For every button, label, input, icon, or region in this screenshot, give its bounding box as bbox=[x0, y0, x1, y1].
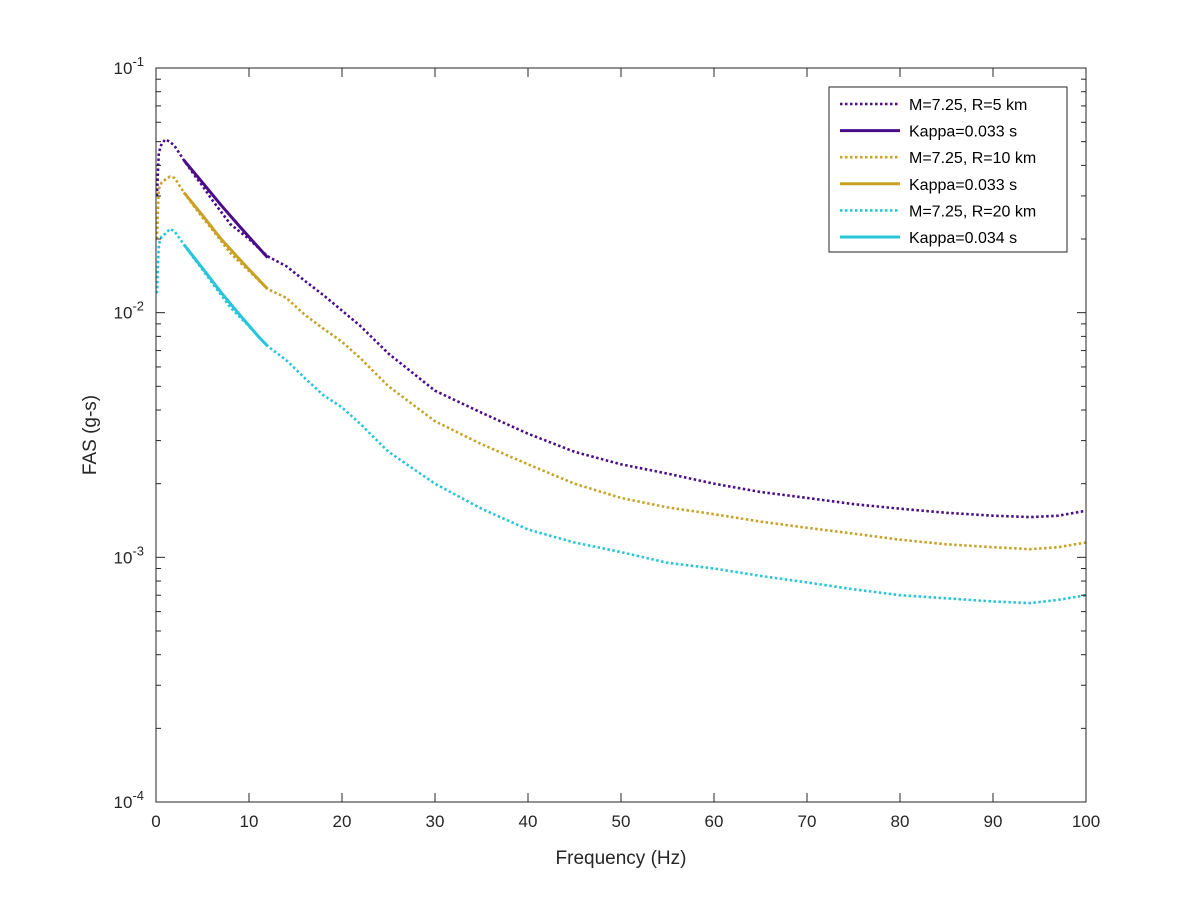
series-layer bbox=[155, 138, 1087, 605]
x-tick-label: 60 bbox=[705, 812, 724, 831]
y-axis-label: FAS (g-s) bbox=[80, 395, 101, 475]
legend-label-1: Kappa=0.033 s bbox=[909, 124, 1017, 141]
x-tick-label: 90 bbox=[984, 812, 1003, 831]
legend-label-0: M=7.25, R=5 km bbox=[909, 97, 1027, 114]
x-axis-label: Frequency (Hz) bbox=[556, 848, 687, 869]
y-tick-label-exponent: -3 bbox=[132, 543, 144, 558]
legend: M=7.25, R=5 km Kappa=0.033 s M=7.25, R=10 … bbox=[828, 86, 1068, 253]
x-tick-label: 80 bbox=[891, 812, 910, 831]
x-tick-label: 20 bbox=[333, 812, 352, 831]
x-tick-label: 0 bbox=[151, 812, 160, 831]
y-tick-label-base: 10 bbox=[114, 304, 133, 323]
x-tick-label: 30 bbox=[426, 812, 445, 831]
series-line-3 bbox=[182, 191, 269, 291]
y-tick-label-base: 10 bbox=[114, 793, 133, 812]
x-tick-label: 50 bbox=[612, 812, 631, 831]
series-line-4 bbox=[155, 227, 1087, 605]
series-line-1 bbox=[182, 159, 269, 259]
x-tick-label: 100 bbox=[1072, 812, 1100, 831]
x-tick-label: 40 bbox=[519, 812, 538, 831]
y-tick-label-exponent: -1 bbox=[132, 54, 144, 69]
y-tick-label: 10-4 bbox=[114, 788, 144, 812]
legend-label-2: M=7.25, R=10 km bbox=[909, 150, 1036, 167]
y-tick-label-exponent: -2 bbox=[132, 299, 144, 314]
y-tick-label: 10-3 bbox=[114, 543, 144, 567]
x-tick-label: 10 bbox=[240, 812, 259, 831]
y-tick-label-base: 10 bbox=[114, 548, 133, 567]
legend-label-3: Kappa=0.033 s bbox=[909, 177, 1017, 194]
y-tick-label-base: 10 bbox=[114, 59, 133, 78]
series-line-5 bbox=[182, 243, 269, 348]
series-line-0 bbox=[155, 138, 1087, 519]
y-tick-label-exponent: -4 bbox=[132, 788, 144, 803]
legend-label-4: M=7.25, R=20 km bbox=[909, 203, 1036, 220]
x-tick-label: 70 bbox=[798, 812, 817, 831]
y-tick-label: 10-1 bbox=[114, 54, 144, 78]
legend-box bbox=[828, 86, 1068, 253]
y-tick-label: 10-2 bbox=[114, 299, 144, 323]
legend-label-5: Kappa=0.034 s bbox=[909, 230, 1017, 247]
